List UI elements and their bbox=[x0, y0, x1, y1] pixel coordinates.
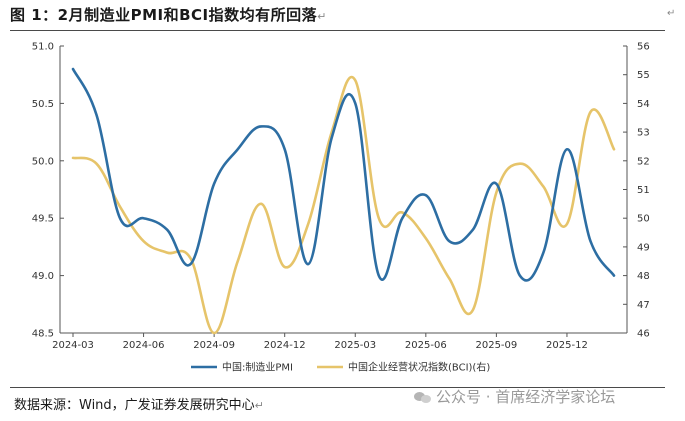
x-tick-label: 2025-12 bbox=[546, 340, 588, 351]
series-line-pmi bbox=[71, 67, 616, 282]
legend-entry-bci-label: 中国企业经营状况指数(BCI)(右) bbox=[348, 361, 490, 374]
y-left-tick-label: 49.0 bbox=[32, 271, 54, 282]
y-right-tick-label: 46 bbox=[637, 329, 650, 340]
x-tick-label: 2025-09 bbox=[475, 340, 517, 351]
y-left-tick-label: 51.0 bbox=[32, 42, 54, 53]
series-line-bci bbox=[71, 76, 616, 335]
chart-ticks: 48.5 49.0 49.5 50.0 50.5 51.0 46 47 48 49 50 51 52 53… bbox=[32, 42, 650, 352]
wechat-icon bbox=[414, 390, 432, 404]
legend-entry-pmi-label: 中国:制造业PMI bbox=[222, 361, 293, 374]
title-divider bbox=[10, 30, 665, 31]
y-right-tick-label: 56 bbox=[637, 42, 650, 53]
y-right-tick-label: 49 bbox=[637, 242, 650, 253]
y-right-tick-label: 55 bbox=[637, 70, 650, 81]
y-right-tick-label: 53 bbox=[637, 128, 650, 139]
paragraph-mark: ↵ bbox=[667, 8, 676, 19]
y-right-tick-label: 48 bbox=[637, 271, 650, 282]
y-right-tick-label: 50 bbox=[637, 214, 650, 225]
chart-series bbox=[71, 67, 616, 335]
watermark: 公众号 · 首席经济学家论坛 bbox=[414, 386, 615, 407]
x-tick-label: 2025-03 bbox=[334, 340, 376, 351]
y-left-tick-label: 49.5 bbox=[32, 214, 54, 225]
source-divider bbox=[10, 387, 665, 388]
y-left-tick-label: 48.5 bbox=[32, 329, 54, 340]
source-note: 数据来源：Wind，广发证券发展研究中心↵ bbox=[14, 398, 264, 413]
x-tick-label: 2024-06 bbox=[123, 340, 165, 351]
watermark-text: 公众号 · 首席经济学家论坛 bbox=[436, 388, 616, 406]
y-left-tick-label: 50.0 bbox=[32, 156, 54, 167]
y-right-tick-label: 52 bbox=[637, 156, 650, 167]
x-tick-label: 2024-12 bbox=[264, 340, 306, 351]
x-tick-label: 2025-06 bbox=[405, 340, 447, 351]
x-tick-label: 2024-03 bbox=[52, 340, 94, 351]
y-right-tick-label: 54 bbox=[637, 99, 650, 110]
x-tick-label: 2024-09 bbox=[193, 340, 235, 351]
figure-title: 图 1：2月制造业PMI和BCI指数均有所回落↵ bbox=[10, 6, 327, 24]
y-right-tick-label: 47 bbox=[637, 300, 650, 311]
y-left-tick-label: 50.5 bbox=[32, 99, 54, 110]
chart-legend: 中国:制造业PMI 中国企业经营状况指数(BCI)(右) bbox=[191, 361, 490, 374]
y-right-tick-label: 51 bbox=[637, 185, 650, 196]
